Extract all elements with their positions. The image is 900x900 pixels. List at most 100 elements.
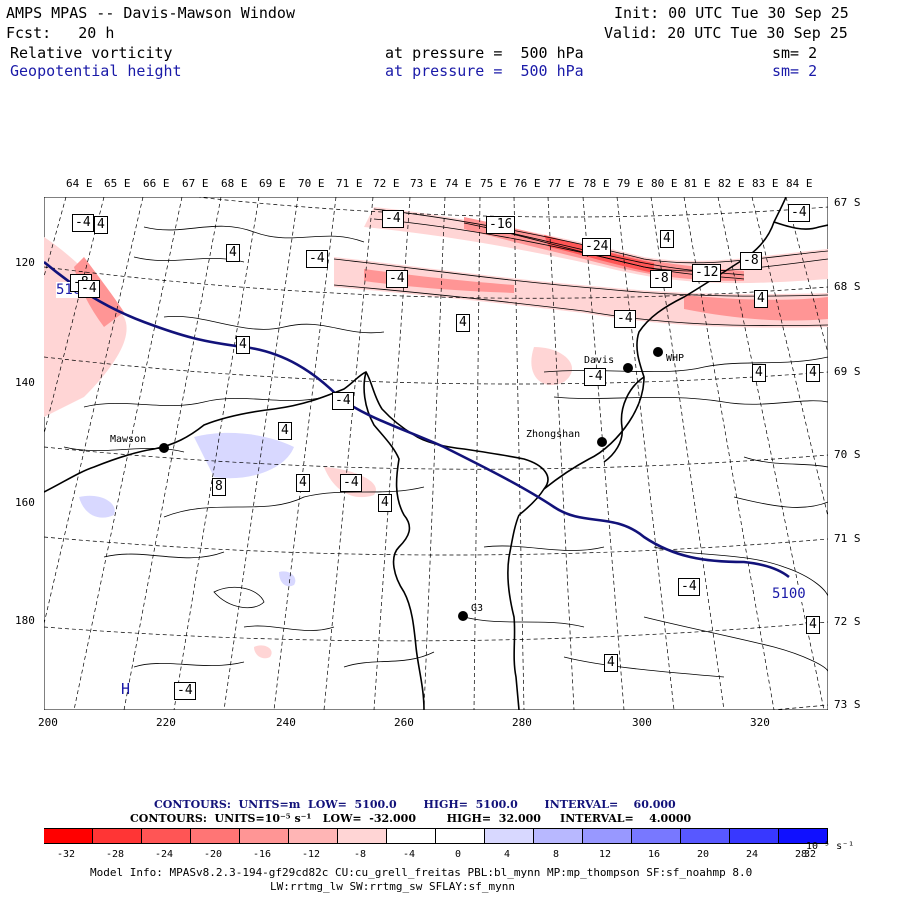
contour-label: 4 bbox=[456, 314, 470, 332]
station-label: Mawson bbox=[110, 434, 147, 445]
contour-label: -4 bbox=[386, 270, 408, 288]
y-tick-label: 140 bbox=[15, 376, 35, 389]
colorbar-tick: -24 bbox=[154, 849, 174, 860]
colorbar-cell bbox=[534, 828, 583, 844]
contour-label: 4 bbox=[378, 494, 392, 512]
colorbar-tick: -32 bbox=[56, 849, 76, 860]
station-dot bbox=[623, 363, 633, 373]
colorbar-cell bbox=[44, 828, 93, 844]
contour-label: 4 bbox=[94, 216, 108, 234]
station-dots bbox=[159, 347, 663, 621]
contour-label: 4 bbox=[660, 230, 674, 248]
contour-label: -4 bbox=[306, 250, 328, 268]
vorticity-contour-legend: CONTOURS: UNITS=10⁻⁵ s⁻¹ LOW= -32.000 HI… bbox=[130, 812, 692, 825]
colorbar-tick: 4 bbox=[503, 849, 511, 860]
contour-label: -4 bbox=[174, 682, 196, 700]
lat-label: 73 S bbox=[834, 698, 861, 711]
station-dot bbox=[159, 443, 169, 453]
colorbar-cell bbox=[583, 828, 632, 844]
contour-label: -4 bbox=[614, 310, 636, 328]
map-panel bbox=[44, 197, 828, 710]
field1-smoothing: sm= 2 bbox=[772, 44, 818, 62]
height-contour-legend: CONTOURS: UNITS=m LOW= 5100.0 HIGH= 5100… bbox=[154, 798, 676, 811]
contour-label: -8 bbox=[740, 252, 762, 270]
vorticity-contours bbox=[63, 208, 828, 678]
model-info: Model Info: MPASv8.2.3-194-gf29cd82c CU:… bbox=[90, 866, 753, 879]
colorbar-tick: 24 bbox=[745, 849, 759, 860]
colorbar-cell bbox=[485, 828, 534, 844]
x-tick-label: 320 bbox=[750, 716, 770, 729]
lon-label: 75 E bbox=[480, 177, 507, 190]
field1-level: at pressure = 500 hPa bbox=[385, 44, 584, 62]
contour-label: 4 bbox=[752, 364, 766, 382]
lat-label: 67 S bbox=[834, 196, 861, 209]
contour-label: 4 bbox=[236, 336, 250, 354]
lon-label: 67 E bbox=[182, 177, 209, 190]
x-tick-label: 220 bbox=[156, 716, 176, 729]
contour-label: 4 bbox=[806, 364, 820, 382]
x-tick-label: 240 bbox=[276, 716, 296, 729]
lon-label: 71 E bbox=[336, 177, 363, 190]
contour-label: 8 bbox=[212, 478, 226, 496]
lon-label: 64 E bbox=[66, 177, 93, 190]
contour-label: 4 bbox=[806, 616, 820, 634]
contour-label: -4 bbox=[584, 368, 606, 386]
contour-label: -4 bbox=[788, 204, 810, 222]
colorbar-cell bbox=[191, 828, 240, 844]
height-contour-label: 5100 bbox=[772, 586, 806, 602]
contour-label: -12 bbox=[692, 264, 722, 282]
contour-label: 4 bbox=[296, 474, 310, 492]
colorbar-tick: 8 bbox=[552, 849, 560, 860]
colorbar-tick: -12 bbox=[301, 849, 321, 860]
colorbar-cell bbox=[730, 828, 779, 844]
contour-label: -4 bbox=[340, 474, 362, 492]
lon-label: 78 E bbox=[583, 177, 610, 190]
coastline bbox=[44, 197, 828, 710]
contour-label: -16 bbox=[486, 216, 516, 234]
colorbar-cell bbox=[681, 828, 730, 844]
high-pressure-marker: H bbox=[121, 680, 131, 698]
field2-smoothing: sm= 2 bbox=[772, 62, 818, 80]
colorbar-cell bbox=[436, 828, 485, 844]
colorbar-tick: 32 bbox=[803, 849, 817, 860]
valid-time: Valid: 20 UTC Tue 30 Sep 25 bbox=[604, 24, 848, 42]
colorbar-cell bbox=[93, 828, 142, 844]
field2-level: at pressure = 500 hPa bbox=[385, 62, 584, 80]
colorbar-tick: -4 bbox=[402, 849, 416, 860]
station-dot bbox=[597, 437, 607, 447]
contour-label: -4 bbox=[332, 392, 354, 410]
y-tick-label: 180 bbox=[15, 614, 35, 627]
station-dot bbox=[458, 611, 468, 621]
contour-label: 4 bbox=[278, 422, 292, 440]
lon-label: 84 E bbox=[786, 177, 813, 190]
lon-label: 76 E bbox=[514, 177, 541, 190]
contour-label: -4 bbox=[382, 210, 404, 228]
colorbar-tick: 12 bbox=[598, 849, 612, 860]
contour-label: -8 bbox=[650, 270, 672, 288]
colorbar-tick: -16 bbox=[252, 849, 272, 860]
lon-label: 80 E bbox=[651, 177, 678, 190]
station-dot bbox=[653, 347, 663, 357]
x-tick-label: 200 bbox=[38, 716, 58, 729]
colorbar-cell bbox=[289, 828, 338, 844]
y-tick-label: 120 bbox=[15, 256, 35, 269]
x-tick-label: 280 bbox=[512, 716, 532, 729]
model-physics: LW:rrtmg_lw SW:rrtmg_sw SFLAY:sf_mynn bbox=[270, 880, 516, 893]
colorbar-tick: 0 bbox=[454, 849, 462, 860]
height-contour-5100 bbox=[44, 261, 790, 579]
lon-label: 65 E bbox=[104, 177, 131, 190]
lon-label: 81 E bbox=[684, 177, 711, 190]
lon-label: 77 E bbox=[548, 177, 575, 190]
map-title: AMPS MPAS -- Davis-Mawson Window bbox=[6, 4, 295, 22]
colorbar-tick: -28 bbox=[105, 849, 125, 860]
contour-label: 4 bbox=[226, 244, 240, 262]
colorbar-tick: -8 bbox=[353, 849, 367, 860]
lon-label: 79 E bbox=[617, 177, 644, 190]
lat-label: 70 S bbox=[834, 448, 861, 461]
lat-label: 72 S bbox=[834, 615, 861, 628]
colorbar-units: 10⁻⁵ s⁻¹ bbox=[806, 841, 855, 852]
init-time: Init: 00 UTC Tue 30 Sep 25 bbox=[614, 4, 849, 22]
contour-label: 4 bbox=[604, 654, 618, 672]
forecast-hour: Fcst: 20 h bbox=[6, 24, 115, 42]
colorbar-tick: -20 bbox=[203, 849, 223, 860]
